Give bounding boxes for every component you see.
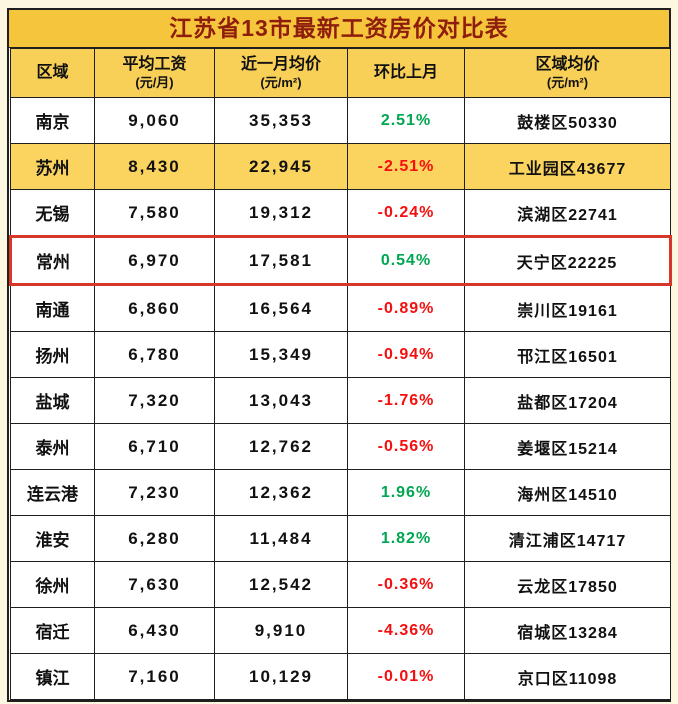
table-row: 徐州 7,630 12,542 -0.36% 云龙区17850	[10, 561, 671, 608]
city-cell: 南京	[10, 97, 95, 144]
salary-cell: 6,280	[94, 515, 215, 562]
price-cell: 12,362	[214, 469, 348, 516]
col-header-label: 近一月均价	[240, 56, 321, 74]
mom-change-cell: 0.54%	[347, 235, 465, 286]
price-cell: 10,129	[214, 653, 348, 700]
city-cell: 镇江	[10, 653, 95, 700]
col-header-sub: (元/m²)	[260, 75, 302, 91]
col-header-label: 区域均价	[535, 56, 600, 74]
region-price-cell: 工业园区43677	[464, 143, 671, 190]
price-cell: 17,581	[214, 235, 348, 286]
table-row: 盐城 7,320 13,043 -1.76% 盐都区17204	[10, 377, 671, 424]
price-cell: 12,542	[214, 561, 348, 608]
mom-change-cell: -0.89%	[347, 284, 465, 332]
city-cell: 南通	[10, 284, 95, 332]
salary-cell: 6,710	[94, 423, 215, 470]
mom-change-cell: -4.36%	[347, 607, 465, 654]
mom-change-cell: -0.36%	[347, 561, 465, 608]
price-cell: 22,945	[214, 143, 348, 190]
col-header-label: 环比上月	[373, 64, 438, 81]
mom-change-cell: -2.51%	[347, 143, 465, 190]
price-cell: 13,043	[214, 377, 348, 424]
salary-cell: 7,580	[94, 189, 215, 237]
col-header-month-avg-price: 近一月均价 (元/m²)	[214, 48, 348, 98]
city-cell: 无锡	[10, 189, 95, 237]
col-header-region-avg-price: 区域均价 (元/m²)	[464, 48, 671, 98]
header-row: 区域 平均工资 (元/月) 近一月均价 (元/m²) 环比上月 区域均价	[10, 48, 671, 98]
table-row: 扬州 6,780 15,349 -0.94% 邗江区16501	[10, 331, 671, 378]
price-cell: 11,484	[214, 515, 348, 562]
mom-change-cell: -0.56%	[347, 423, 465, 470]
salary-cell: 6,860	[94, 284, 215, 332]
salary-cell: 8,430	[94, 143, 215, 190]
city-cell: 泰州	[10, 423, 95, 470]
city-cell: 淮安	[10, 515, 95, 562]
price-cell: 9,910	[214, 607, 348, 654]
price-cell: 12,762	[214, 423, 348, 470]
region-price-cell: 海州区14510	[464, 469, 671, 516]
region-price-cell: 盐都区17204	[464, 377, 671, 424]
col-header-avg-salary: 平均工资 (元/月)	[94, 48, 215, 98]
col-header-region: 区域	[10, 48, 95, 98]
page-title: 江苏省13市最新工资房价对比表	[9, 10, 669, 48]
mom-change-cell: -0.24%	[347, 189, 465, 237]
price-cell: 15,349	[214, 331, 348, 378]
city-cell: 苏州	[10, 143, 95, 190]
table-row: 淮安 6,280 11,484 1.82% 清江浦区14717	[10, 515, 671, 562]
city-cell: 扬州	[10, 331, 95, 378]
region-price-cell: 崇川区19161	[464, 284, 671, 332]
region-price-cell: 姜堰区15214	[464, 423, 671, 470]
table-row: 镇江 7,160 10,129 -0.01% 京口区11098	[10, 653, 671, 700]
mom-change-cell: 2.51%	[347, 97, 465, 144]
salary-cell: 7,160	[94, 653, 215, 700]
mom-change-cell: -1.76%	[347, 377, 465, 424]
table-row: 苏州 8,430 22,945 -2.51% 工业园区43677	[10, 143, 671, 190]
col-header-label: 区域	[36, 64, 69, 81]
mom-change-cell: -0.94%	[347, 331, 465, 378]
city-cell: 徐州	[10, 561, 95, 608]
region-price-cell: 滨湖区22741	[464, 189, 671, 237]
col-header-label: 平均工资	[122, 56, 187, 74]
salary-cell: 6,780	[94, 331, 215, 378]
salary-cell: 7,320	[94, 377, 215, 424]
city-cell: 连云港	[10, 469, 95, 516]
table-row: 南京 9,060 35,353 2.51% 鼓楼区50330	[10, 97, 671, 144]
table-row: 无锡 7,580 19,312 -0.24% 滨湖区22741	[10, 189, 671, 237]
comparison-table: 区域 平均工资 (元/月) 近一月均价 (元/m²) 环比上月 区域均价	[9, 48, 672, 700]
salary-cell: 9,060	[94, 97, 215, 144]
region-price-cell: 云龙区17850	[464, 561, 671, 608]
mom-change-cell: 1.96%	[347, 469, 465, 516]
salary-cell: 7,630	[94, 561, 215, 608]
city-cell: 常州	[9, 235, 95, 286]
region-price-cell: 宿城区13284	[464, 607, 671, 654]
table-row: 泰州 6,710 12,762 -0.56% 姜堰区15214	[10, 423, 671, 470]
price-cell: 35,353	[214, 97, 348, 144]
salary-cell: 6,970	[94, 235, 215, 286]
comparison-table-card: 江苏省13市最新工资房价对比表 区域 平均工资 (元/月) 近一月均价 (元/m…	[7, 8, 672, 702]
mom-change-cell: 1.82%	[347, 515, 465, 562]
col-header-mom-change: 环比上月	[347, 48, 465, 98]
salary-cell: 6,430	[94, 607, 215, 654]
table-row: 宿迁 6,430 9,910 -4.36% 宿城区13284	[10, 607, 671, 654]
salary-cell: 7,230	[94, 469, 215, 516]
table-row: 常州 6,970 17,581 0.54% 天宁区22225	[9, 235, 672, 286]
region-price-cell: 鼓楼区50330	[464, 97, 671, 144]
city-cell: 盐城	[10, 377, 95, 424]
region-price-cell: 京口区11098	[464, 653, 671, 700]
region-price-cell: 邗江区16501	[464, 331, 671, 378]
region-price-cell: 清江浦区14717	[464, 515, 671, 562]
table-row: 连云港 7,230 12,362 1.96% 海州区14510	[10, 469, 671, 516]
col-header-sub: (元/m²)	[546, 75, 589, 91]
price-cell: 16,564	[214, 284, 348, 332]
mom-change-cell: -0.01%	[347, 653, 465, 700]
col-header-sub: (元/月)	[135, 75, 174, 91]
price-cell: 19,312	[214, 189, 348, 237]
city-cell: 宿迁	[10, 607, 95, 654]
region-price-cell: 天宁区22225	[464, 235, 672, 286]
table-row: 南通 6,860 16,564 -0.89% 崇川区19161	[10, 284, 671, 332]
